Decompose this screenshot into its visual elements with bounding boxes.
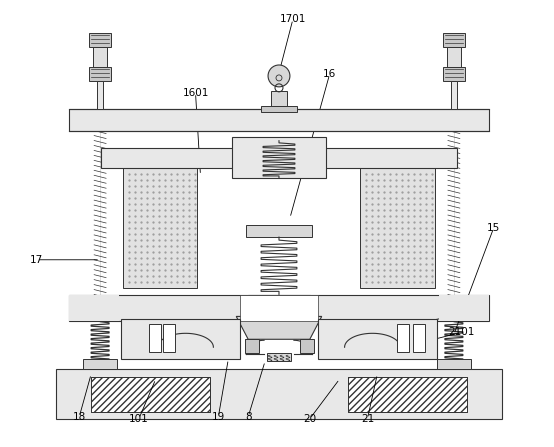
Bar: [240, 295, 318, 321]
Bar: [245, 339, 259, 353]
Text: 101: 101: [129, 414, 148, 424]
Bar: [318, 320, 437, 359]
Bar: [83, 359, 117, 369]
Bar: [439, 295, 489, 321]
Bar: [89, 33, 111, 47]
Bar: [271, 91, 287, 106]
Bar: [123, 169, 197, 287]
Text: 2101: 2101: [449, 327, 475, 337]
Bar: [451, 81, 457, 109]
Bar: [91, 377, 211, 412]
Bar: [69, 109, 489, 131]
Text: 8: 8: [245, 412, 252, 422]
Bar: [397, 325, 409, 352]
Text: 16: 16: [323, 69, 336, 79]
Text: 21: 21: [361, 414, 374, 424]
Bar: [443, 33, 465, 47]
Bar: [135, 351, 212, 359]
Text: 15: 15: [487, 223, 500, 233]
Bar: [89, 67, 111, 81]
Bar: [232, 136, 326, 178]
Bar: [91, 377, 211, 412]
Bar: [93, 47, 107, 67]
Text: 1801: 1801: [445, 310, 472, 320]
Bar: [97, 81, 103, 109]
Bar: [437, 359, 471, 369]
Text: 19: 19: [212, 412, 225, 422]
Bar: [443, 67, 465, 81]
Bar: [347, 377, 467, 412]
Bar: [248, 295, 310, 316]
Bar: [267, 353, 291, 361]
Text: 17: 17: [30, 255, 43, 265]
Bar: [300, 339, 314, 353]
Bar: [447, 47, 461, 67]
Bar: [149, 325, 161, 352]
Bar: [361, 169, 435, 287]
Bar: [69, 295, 119, 321]
Bar: [413, 325, 425, 352]
Bar: [346, 351, 423, 359]
Circle shape: [268, 65, 290, 87]
Text: 20: 20: [303, 414, 316, 424]
Bar: [57, 369, 501, 419]
Text: 1701: 1701: [280, 14, 306, 24]
Bar: [71, 111, 486, 129]
Bar: [163, 325, 175, 352]
Bar: [135, 351, 212, 359]
Bar: [346, 351, 423, 359]
Bar: [347, 377, 467, 412]
Bar: [101, 148, 457, 169]
Text: 18: 18: [73, 412, 86, 422]
Bar: [246, 225, 312, 237]
Bar: [121, 320, 240, 359]
Polygon shape: [236, 316, 322, 339]
Bar: [69, 295, 489, 321]
Text: 1601: 1601: [182, 88, 209, 98]
Bar: [261, 106, 297, 112]
